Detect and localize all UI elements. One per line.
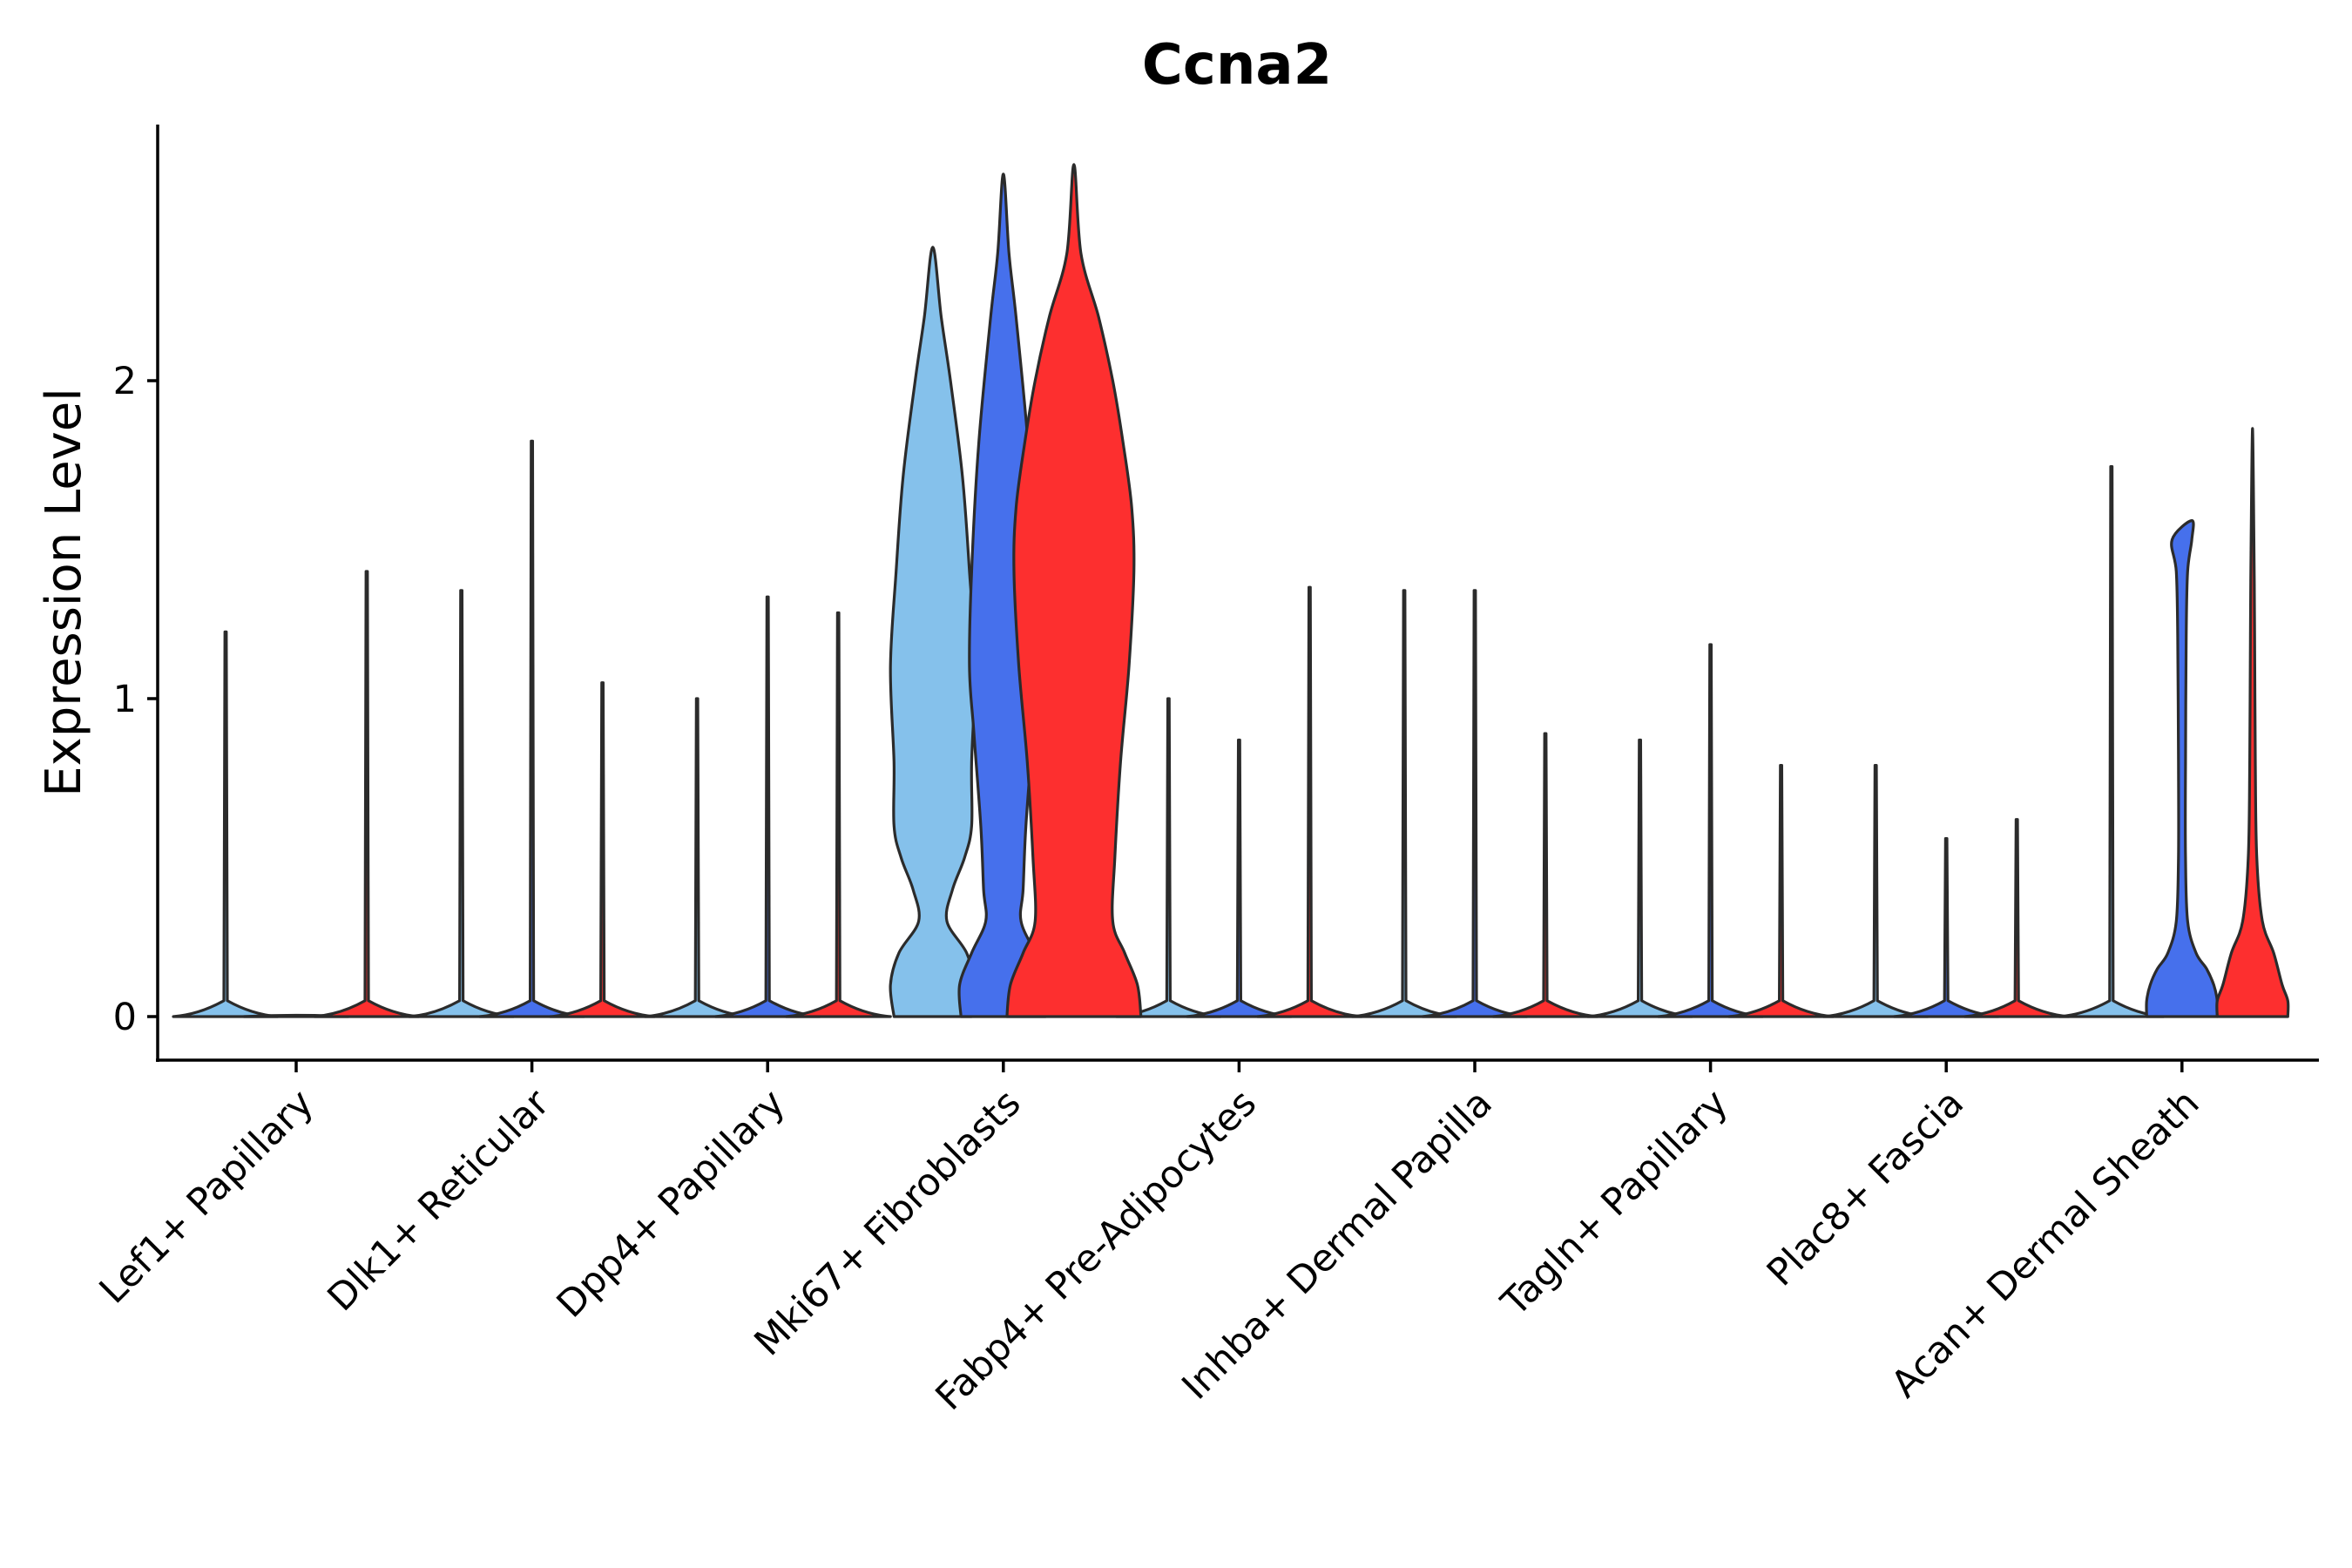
violin-mark — [1657, 643, 1765, 1018]
y-axis-label: Expression Level — [36, 388, 92, 797]
violin-mark — [1727, 764, 1835, 1018]
violin-mark — [2145, 519, 2220, 1018]
y-tick-label: 0 — [113, 996, 137, 1039]
axes — [156, 125, 2319, 1062]
x-tick-label: Tagln+ Papillary — [1493, 1081, 1737, 1325]
violin-mark — [784, 611, 892, 1018]
x-tick-label: Mki67+ Fibroblasts — [747, 1081, 1030, 1364]
violin-mark — [408, 589, 516, 1018]
violin-mark — [1255, 585, 1363, 1018]
violin-mark — [549, 681, 657, 1018]
violin-mark — [172, 630, 280, 1018]
violin-mark — [643, 697, 751, 1018]
x-tick-label: Dlk1+ Reticular — [320, 1081, 558, 1320]
violin-mark — [1421, 589, 1529, 1018]
violin-mark — [1586, 738, 1694, 1018]
violin-mark — [2215, 427, 2290, 1018]
violin-mark — [313, 570, 421, 1018]
violin-mark — [478, 439, 586, 1018]
violin-mark — [957, 172, 1050, 1018]
violin-mark — [2058, 464, 2166, 1018]
violin-mark — [1350, 589, 1458, 1018]
violin-mark — [1185, 738, 1293, 1018]
x-tick-label: Dpp4+ Papillary — [549, 1081, 794, 1326]
x-tick-label: Plac8+ Fascia — [1759, 1081, 1972, 1294]
violin-mark — [1892, 837, 2000, 1018]
violin-mark — [713, 595, 821, 1018]
violin-group — [172, 163, 2290, 1018]
violin-mark — [1821, 764, 1930, 1018]
y-tick-label: 2 — [113, 360, 137, 403]
chart-title: Ccna2 — [1142, 33, 1332, 98]
violin-mark — [1491, 732, 1599, 1018]
violin-mark — [1963, 818, 2071, 1018]
violin-mark — [889, 246, 977, 1018]
violin-mark — [1005, 163, 1143, 1018]
x-tick-label: Lef1+ Papillary — [91, 1081, 322, 1312]
y-ticks: 0 1 2 — [113, 360, 158, 1039]
y-tick-label: 1 — [113, 678, 137, 721]
